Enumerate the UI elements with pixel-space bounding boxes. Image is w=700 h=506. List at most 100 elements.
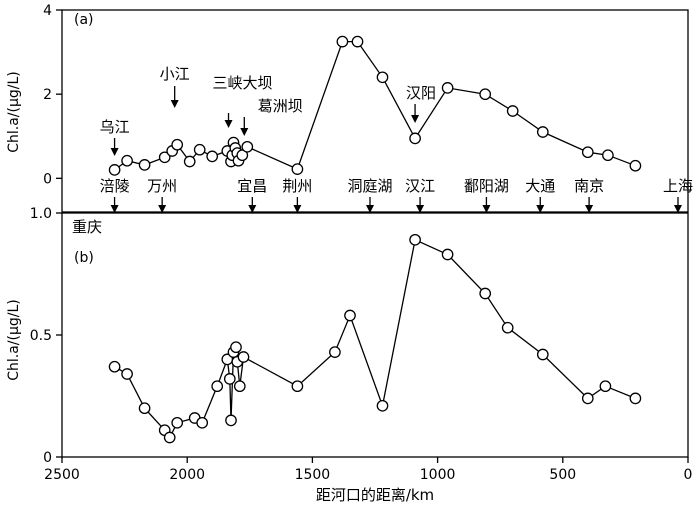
panel-a-data-point [291, 163, 304, 175]
panel-b-data-point [138, 402, 151, 415]
panel-a: (a) Chl.a/(μg/L) 0 2 4 乌江 小江三峡大坝葛洲坝 汉阳 涪陵 万州 宜… [6, 3, 693, 213]
panel-a-ylabel: Chl.a/(μg/L) [6, 71, 22, 153]
panel-a-data-point [206, 150, 219, 163]
panel-a-data-point [236, 149, 249, 162]
station-label: 大通 [525, 177, 555, 195]
panel-b-x-tick-label: 2500 [44, 467, 80, 483]
panel-b-x-tick-label: 0 [684, 467, 693, 483]
station-arrow-head [416, 205, 425, 213]
panel-b-data-point [233, 380, 246, 393]
panel-b-data-point [344, 309, 356, 322]
annotation-arrow-head [170, 100, 179, 108]
panel-b-data-point [171, 416, 184, 429]
panel-a-station-labels: 涪陵 万州 宜昌 荆州 洞庭湖 汉江 鄱阳湖 大通 南京 上海 [100, 177, 693, 213]
station-label: 洞庭湖 [347, 177, 392, 195]
panel-a-data-point [138, 159, 151, 171]
panel-b: (b) Chl.a/(μg/L) 0 0.5 1.0 2500 2000 1500 100… [6, 206, 692, 504]
station-arrow-head [110, 205, 119, 213]
panel-a-data-point [336, 35, 349, 48]
panel-b-xlabel: 距河口的距离/km [316, 486, 434, 504]
station-label: 万州 [147, 177, 177, 195]
panel-a-data-point [479, 88, 492, 101]
panel-a-data-point [536, 126, 549, 138]
station-arrow-head [158, 205, 167, 213]
panel-b-data-point [163, 431, 176, 444]
panel-b-data-point [237, 351, 250, 363]
panel-b-points [108, 233, 642, 444]
panel-a-data-point [441, 82, 454, 94]
annotation-arrow-head [110, 148, 119, 156]
panel-a-data-point [602, 149, 614, 162]
panel-a-data-point [121, 154, 133, 167]
annotation-arrow-head [224, 120, 233, 128]
panel-b-data-point [196, 416, 209, 429]
panel-a-y-tick-label: 4 [43, 3, 52, 19]
panel-b-y-tick-label: 0.5 [30, 328, 52, 344]
station-arrow-head [482, 205, 491, 213]
annotation-label: 葛洲坝 [258, 97, 303, 115]
panel-a-y-tick-label: 2 [43, 87, 52, 103]
station-label: 荆州 [282, 177, 312, 195]
panel-b-x-tick-label: 2000 [169, 467, 205, 483]
panel-b-data-point [629, 392, 642, 405]
panel-b-data-point [108, 360, 121, 373]
panel-b-data-point [409, 233, 421, 246]
panel-b-data-point [225, 414, 237, 427]
station-label: 涪陵 [100, 177, 130, 195]
panel-a-data-point [241, 140, 254, 153]
station-label: 宜昌 [237, 177, 267, 195]
panel-b-x-ticks: 2500 2000 1500 1000 500 0 [44, 457, 692, 483]
panel-a-data-point [108, 164, 121, 176]
panel-b-x-tick-label: 1000 [420, 467, 456, 483]
annotation-arrow-head [240, 128, 249, 136]
station-arrow-head [248, 205, 257, 213]
annotation-label: 乌江 [100, 118, 130, 136]
panel-a-data-point [158, 151, 171, 164]
panel-b-data-point [230, 341, 242, 354]
panel-b-data-point [211, 380, 224, 393]
chongqing-label: 重庆 [72, 218, 102, 236]
panel-b-data-point [291, 380, 304, 393]
panel-b-x-tick-label: 500 [549, 467, 576, 483]
panel-a-data-point [409, 132, 421, 145]
annotation-label: 汉阳 [406, 84, 436, 102]
annotation-arrow-head [411, 115, 420, 123]
station-arrow-head [293, 205, 302, 213]
panel-a-data-point [581, 146, 594, 159]
panel-a-annotations: 乌江 小江三峡大坝葛洲坝 汉阳 [100, 65, 436, 156]
panel-a-data-point [351, 35, 364, 48]
station-arrow-head [673, 205, 682, 213]
panel-b-data-point [536, 348, 549, 361]
station-arrow-head [536, 205, 545, 213]
panel-b-data-point [501, 321, 514, 334]
panel-b-data-point [479, 287, 492, 300]
panel-b-ylabel: Chl.a/(μg/L) [6, 299, 22, 381]
panel-a-series-line [114, 40, 636, 171]
panel-b-series-line [114, 238, 636, 439]
panel-a-frame [61, 9, 689, 213]
panel-a-y-tick-label: 0 [43, 171, 52, 187]
panel-b-y-ticks: 0 0.5 1.0 [30, 206, 62, 466]
panel-b-data-point [581, 392, 594, 405]
station-label: 汉江 [405, 177, 435, 195]
panel-b-data-point [223, 373, 236, 385]
station-arrow-head [365, 205, 374, 213]
panel-a-data-point [193, 143, 206, 156]
panel-a-data-point [506, 105, 519, 117]
panel-a-label: (a) [74, 12, 94, 28]
panel-b-x-tick-label: 1500 [295, 467, 331, 483]
annotation-label: 三峡大坝 [213, 74, 273, 92]
panel-b-data-point [376, 399, 389, 412]
annotation-label: 小江 [160, 65, 190, 83]
station-label: 鄱阳湖 [464, 177, 509, 195]
panel-a-data-point [171, 138, 184, 151]
panel-b-label: (b) [74, 250, 94, 266]
panel-b-y-tick-label: 1.0 [30, 206, 52, 222]
panel-b-data-point [441, 248, 454, 261]
station-label: 上海 [663, 177, 693, 195]
panel-a-points [108, 35, 642, 176]
panel-a-data-point [183, 155, 196, 168]
panel-a-data-point [629, 159, 642, 172]
panel-b-y-tick-label: 0 [43, 450, 52, 466]
